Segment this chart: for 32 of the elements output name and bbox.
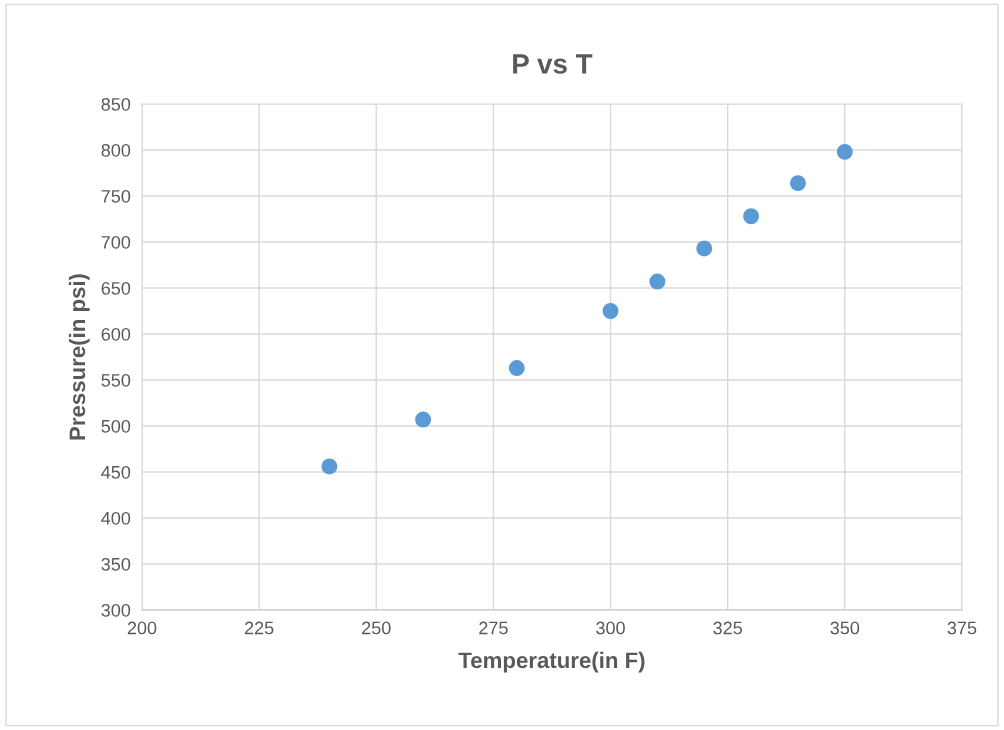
x-tick-label: 350 [830,621,860,635]
point [696,240,713,257]
y-tick-label: 600 [101,327,131,341]
y-tick-label: 500 [101,419,131,433]
x-axis-title: Temperature(in F) [458,651,645,673]
point [602,303,619,319]
y-tick-label: 750 [101,189,131,203]
y-tick-label: 300 [101,603,131,617]
x-tick-label: 225 [244,621,274,635]
x-tick-label: 200 [127,621,157,635]
chart-title: P vs T [513,54,593,74]
point [321,458,338,475]
y-tick-label: 800 [101,143,131,157]
x-tick-label: 300 [596,621,625,635]
y-tick-label: 350 [101,557,131,571]
y-tick-label: 650 [101,281,131,295]
y-tick-label: 400 [101,511,131,525]
y-tick-label: 450 [101,465,131,479]
x-tick-label: 325 [713,621,742,635]
y-tick-label: 850 [101,97,131,111]
y-tick-label: 550 [101,373,131,387]
y-axis-title: Pressure(in psi) [68,274,90,440]
point [789,175,806,192]
point [836,143,853,160]
point [649,273,666,290]
point [415,411,432,428]
y-tick-label: 700 [101,235,131,249]
x-tick-label: 250 [362,621,391,635]
point [743,208,760,225]
x-tick-label: 375 [947,621,977,635]
x-tick-label: 275 [479,621,508,635]
point [508,360,525,377]
